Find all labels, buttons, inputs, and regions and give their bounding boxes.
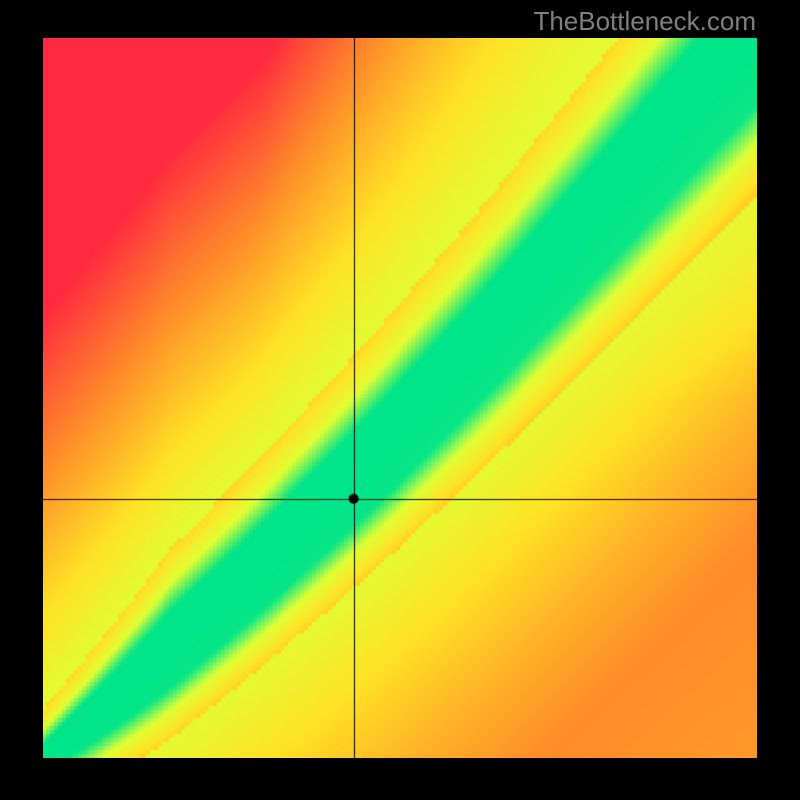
bottleneck-heatmap <box>43 38 757 758</box>
watermark-text: TheBottleneck.com <box>533 6 756 37</box>
chart-container: TheBottleneck.com <box>0 0 800 800</box>
